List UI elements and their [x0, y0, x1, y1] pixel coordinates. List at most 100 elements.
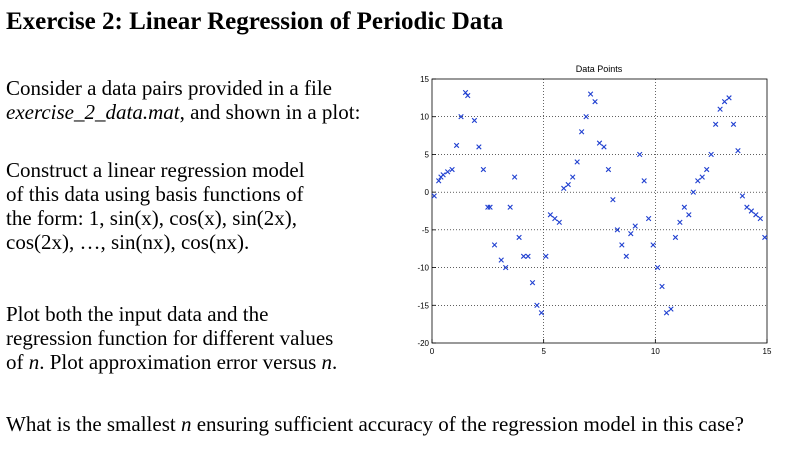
- data-point: [601, 144, 607, 150]
- question-paragraph: What is the smallest n ensuring sufficie…: [6, 412, 782, 436]
- data-point: [587, 91, 594, 97]
- plot-task-line-1: Plot both the input data and the: [6, 302, 269, 326]
- x-tick-label: 15: [763, 347, 772, 356]
- y-tick-label: -10: [417, 264, 429, 273]
- data-point: [458, 114, 464, 120]
- data-point: [686, 212, 692, 218]
- data-point: [663, 310, 670, 316]
- question-pre: What is the smallest: [6, 412, 181, 436]
- data-point: [596, 140, 603, 146]
- data-point: [726, 95, 732, 101]
- data-point: [757, 215, 763, 222]
- chart-title: Data Points: [576, 64, 623, 74]
- data-point: [730, 121, 737, 127]
- data-point: [516, 234, 522, 241]
- y-tick-label: 0: [425, 188, 430, 197]
- data-point: [748, 208, 755, 214]
- plot-task-line-3-end: .: [332, 350, 338, 374]
- data-point: [735, 147, 741, 154]
- data-point: [619, 242, 625, 248]
- chart-ticks: 0 5 10 15 15 10 5 0 -5 -10 -15 -20: [417, 75, 772, 356]
- data-point: [574, 159, 580, 165]
- data-points-chart: Data Points 0 5 10 15 15 10 5 0 -5 -10 -15 -20: [417, 64, 772, 356]
- data-point: [534, 302, 540, 308]
- data-point: [556, 219, 562, 226]
- data-point: [538, 310, 545, 316]
- data-point: [659, 283, 665, 290]
- y-tick-label: 5: [425, 150, 430, 159]
- data-point: [753, 212, 759, 218]
- intro-paragraph: Consider a data pairs provided in a file…: [6, 76, 416, 124]
- plot-task-line-2: regression function for different values: [6, 326, 334, 350]
- y-tick-label: -5: [422, 226, 430, 235]
- plot-task-line-3: of n. Plot approximation error versus n.: [6, 350, 416, 374]
- data-point: [520, 253, 527, 259]
- data-point: [561, 185, 567, 192]
- data-point: [491, 242, 498, 248]
- data-point: [525, 253, 531, 259]
- y-tick-label: -20: [417, 339, 429, 348]
- chart-grid: [432, 79, 767, 343]
- data-point: [583, 114, 589, 120]
- data-point: [440, 172, 446, 178]
- data-point: [431, 193, 437, 199]
- model-line-4: cos(2x), …, sin(nx), cos(nx).: [6, 230, 250, 254]
- data-point: [570, 174, 576, 180]
- data-point: [641, 178, 647, 184]
- data-point: [677, 219, 683, 226]
- data-point: [708, 151, 714, 158]
- data-point: [465, 92, 471, 99]
- data-point: [552, 215, 558, 222]
- data-point: [762, 234, 768, 241]
- variable-n: n: [28, 350, 40, 374]
- data-point: [444, 169, 451, 175]
- data-file-name: exercise_2_data.mat: [6, 100, 180, 124]
- intro-line-1: Consider a data pairs provided in a file: [6, 76, 332, 100]
- x-tick-label: 10: [651, 347, 660, 356]
- data-point: [681, 204, 688, 210]
- data-point: [672, 234, 679, 241]
- data-point: [471, 117, 478, 124]
- intro-line-2: exercise_2_data.mat, and shown in a plot…: [6, 100, 416, 124]
- data-point: [650, 242, 656, 248]
- data-point: [485, 204, 491, 210]
- y-tick-label: -15: [417, 301, 429, 310]
- data-point: [529, 279, 536, 286]
- data-point: [498, 257, 504, 263]
- data-point: [480, 166, 487, 173]
- page-title: Exercise 2: Linear Regression of Periodi…: [6, 8, 504, 35]
- x-tick-label: 0: [430, 347, 435, 356]
- model-line-3: the form: 1, sin(x), cos(x), sin(2x),: [6, 206, 298, 230]
- data-point: [654, 264, 661, 271]
- y-tick-label: 10: [420, 113, 429, 122]
- data-point: [739, 193, 746, 199]
- data-point: [623, 253, 629, 259]
- data-point: [543, 253, 549, 259]
- data-point: [605, 166, 612, 173]
- question-post: ensuring sufficient accuracy of the regr…: [191, 412, 744, 436]
- data-point: [578, 129, 585, 135]
- data-point: [614, 227, 621, 233]
- data-point: [453, 142, 460, 149]
- plot-task-line-3-pre: of: [6, 350, 29, 374]
- model-paragraph: Construct a linear regression model of t…: [6, 158, 416, 254]
- data-point: [507, 204, 513, 210]
- data-point: [744, 204, 750, 210]
- plot-task-line-3-mid: . Plot approximation error versus: [39, 350, 322, 374]
- data-point: [632, 223, 638, 229]
- data-point: [695, 178, 701, 184]
- plot-task-paragraph: Plot both the input data and the regress…: [6, 302, 416, 374]
- data-point: [717, 106, 723, 112]
- data-point: [610, 196, 616, 203]
- data-point: [449, 166, 455, 173]
- x-tick-label: 5: [541, 347, 546, 356]
- data-point: [476, 144, 482, 150]
- data-point: [637, 151, 643, 158]
- data-point: [462, 89, 469, 96]
- data-point: [592, 98, 598, 105]
- data-point: [645, 215, 652, 222]
- data-point: [547, 212, 554, 218]
- data-point: [690, 189, 696, 195]
- plot-frame: [431, 78, 768, 344]
- data-point: [511, 174, 518, 180]
